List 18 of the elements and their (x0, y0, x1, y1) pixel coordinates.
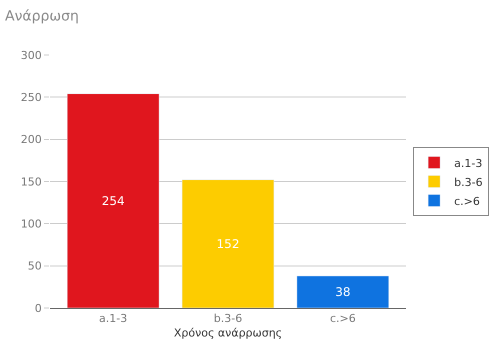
data-label: 254 (102, 194, 125, 208)
y-tick-label: 100 (20, 218, 42, 231)
x-axis-title: Χρόνος ανάρρωσης (174, 326, 282, 340)
y-tick-label: 0 (34, 302, 42, 315)
legend-label: c.>6 (454, 194, 480, 208)
x-tick-label: b.3-6 (214, 312, 242, 326)
x-tick-label: c.>6 (330, 312, 356, 326)
y-tick-label: 200 (20, 133, 42, 146)
data-label: 152 (216, 236, 240, 251)
legend-label: b.3-6 (454, 176, 483, 189)
chart-title: Ανάρρωση (5, 8, 79, 24)
y-tick-label: 300 (20, 48, 42, 62)
legend-label: a.1-3 (454, 156, 482, 170)
x-tick-label: a.1-3 (99, 312, 128, 326)
y-tick-label: 50 (28, 260, 42, 273)
data-label: 38 (335, 284, 350, 299)
y-tick-label: 150 (20, 175, 42, 188)
y-tick-label: 250 (20, 91, 42, 104)
